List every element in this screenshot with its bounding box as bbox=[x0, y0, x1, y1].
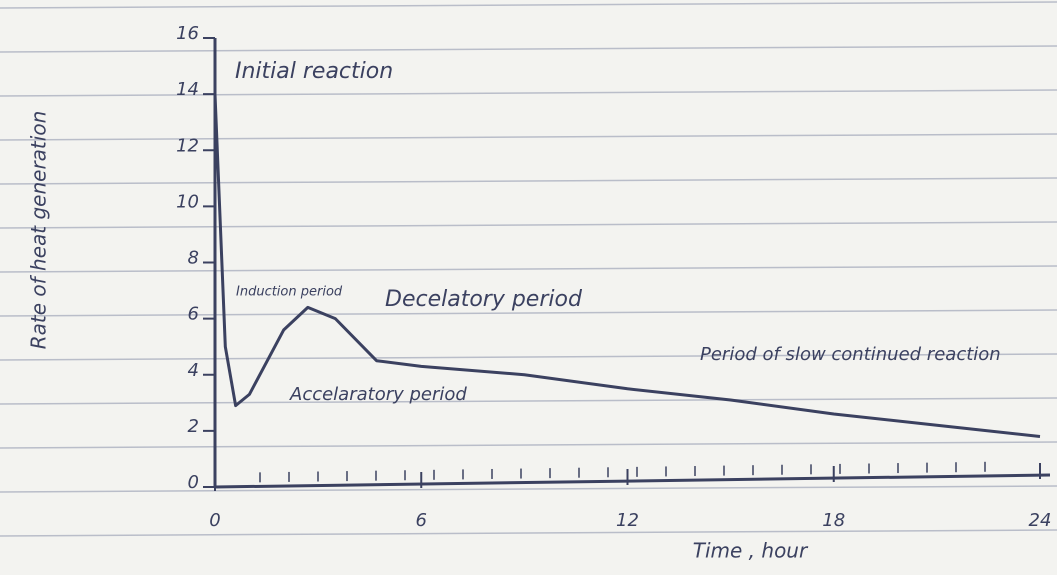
y-tick-label: 4 bbox=[188, 360, 199, 381]
chart: Rate of heat generation Time , hour 0246… bbox=[0, 0, 1057, 575]
annotation: Initial reaction bbox=[235, 59, 393, 84]
annotation: Induction period bbox=[236, 285, 343, 300]
y-tick-label: 8 bbox=[188, 248, 199, 269]
y-tick-label: 6 bbox=[188, 304, 199, 325]
y-tick-label: 2 bbox=[188, 416, 199, 437]
x-axis-label: Time , hour bbox=[693, 539, 809, 563]
annotation: Accelaratory period bbox=[289, 384, 467, 405]
y-tick-label: 0 bbox=[188, 472, 199, 493]
x-tick-label: 18 bbox=[822, 510, 845, 531]
y-tick-label: 16 bbox=[176, 23, 199, 44]
x-tick-label: 0 bbox=[209, 510, 220, 531]
x-tick-label: 6 bbox=[416, 510, 427, 531]
x-tick-label: 12 bbox=[616, 510, 639, 531]
y-tick-label: 10 bbox=[176, 191, 199, 212]
annotation: Period of slow continued reaction bbox=[700, 344, 1001, 365]
y-tick-label: 14 bbox=[176, 79, 199, 100]
x-tick-label: 24 bbox=[1029, 510, 1052, 531]
y-axis-label: Rate of heat generation bbox=[27, 111, 51, 350]
y-tick-label: 12 bbox=[176, 135, 199, 156]
annotation: Decelatory period bbox=[385, 287, 583, 312]
